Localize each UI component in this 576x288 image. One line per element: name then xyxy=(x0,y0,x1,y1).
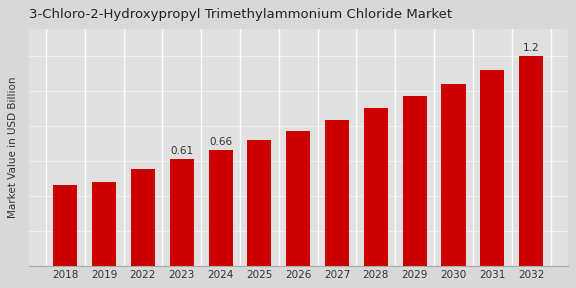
Y-axis label: Market Value in USD Billion: Market Value in USD Billion xyxy=(8,77,18,218)
Bar xyxy=(441,84,465,266)
Bar xyxy=(131,169,155,266)
Bar xyxy=(519,56,543,266)
Bar xyxy=(403,96,427,266)
Bar xyxy=(286,131,310,266)
Bar xyxy=(247,140,271,266)
Bar xyxy=(170,159,194,266)
Text: 0.66: 0.66 xyxy=(209,137,232,147)
Bar xyxy=(53,185,77,266)
Text: 1.2: 1.2 xyxy=(523,43,540,53)
Bar xyxy=(480,70,505,266)
Text: 3-Chloro-2-Hydroxypropyl Trimethylammonium Chloride Market: 3-Chloro-2-Hydroxypropyl Trimethylammoni… xyxy=(29,8,452,21)
Bar xyxy=(209,150,233,266)
Text: 0.61: 0.61 xyxy=(170,146,194,156)
Bar xyxy=(92,181,116,266)
Bar xyxy=(325,120,349,266)
Bar xyxy=(364,108,388,266)
